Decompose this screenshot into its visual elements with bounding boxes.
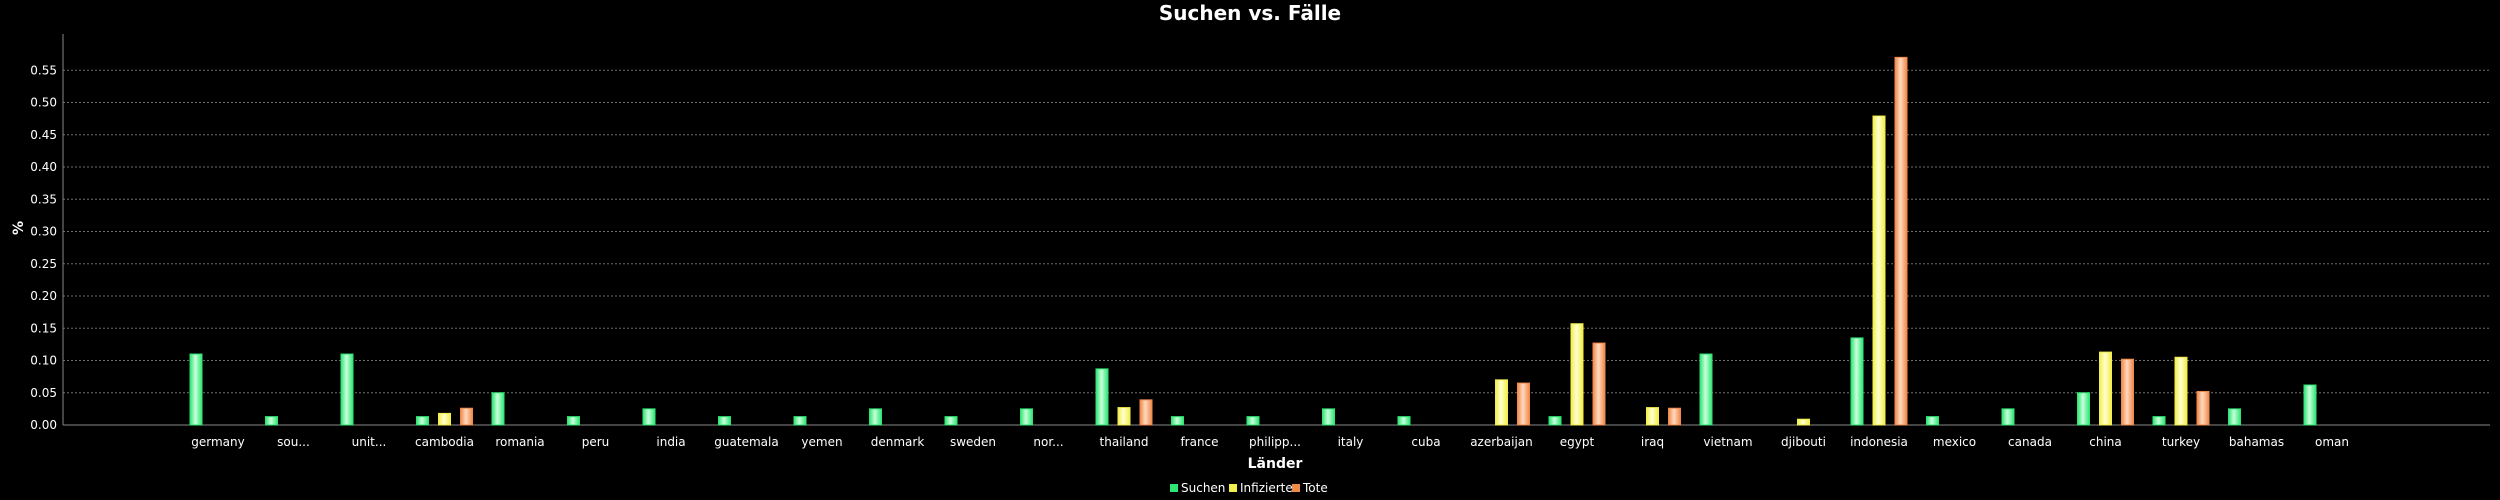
bar-suchen-germany [189, 353, 203, 426]
bar-suchen-sweden [944, 416, 958, 426]
x-tick-label: thailand [1100, 435, 1149, 449]
x-tick-label: china [2089, 435, 2122, 449]
bar-tote-china [2121, 358, 2134, 426]
y-tick-label: 0.55 [30, 63, 57, 77]
chart-title: Suchen vs. Fälle [1159, 1, 1341, 25]
x-tick-label: djibouti [1781, 435, 1826, 449]
x-tick-label: turkey [2162, 435, 2200, 449]
x-tick-label: sou... [277, 435, 310, 449]
bar-infizierte-thailand [1117, 407, 1131, 426]
x-tick-label: azerbaijan [1470, 435, 1533, 449]
legend-label: Tote [1302, 481, 1328, 495]
x-tick-label: germany [191, 435, 244, 449]
bar-suchen-unit [340, 353, 354, 426]
bar-tote-thailand [1139, 399, 1153, 426]
bar-suchen-philipp [1246, 416, 1260, 426]
bar-infizierte-turkey [2174, 356, 2188, 426]
bar-suchen-canada [2001, 408, 2015, 426]
bar-infizierte-azerbaijan [1495, 379, 1508, 426]
legend-swatch [1229, 484, 1237, 492]
bar-suchen-india [642, 408, 656, 426]
y-tick-label: 0.00 [30, 418, 57, 432]
bar-suchen-bahamas [2228, 408, 2241, 426]
x-tick-label: peru [582, 435, 610, 449]
x-tick-label: indonesia [1850, 435, 1908, 449]
legend-swatch [1170, 484, 1178, 492]
bar-infizierte-egypt [1570, 323, 1584, 426]
x-tick-label: bahamas [2229, 435, 2284, 449]
bar-tote-cambodia [460, 407, 473, 426]
x-tick-label: guatemala [714, 435, 778, 449]
x-tick-label: mexico [1933, 435, 1976, 449]
bar-tote-turkey [2196, 390, 2210, 426]
bar-suchen-france [1171, 416, 1184, 426]
bars [189, 56, 2317, 426]
bar-suchen-thailand [1095, 368, 1109, 426]
bar-suchen-turkey [2152, 416, 2166, 426]
tick-labels: 0.00 0.05 0.10 0.15 0.20 0.25 0.30 0.35 0.40 0.45… [30, 63, 2349, 449]
x-tick-label: romania [495, 435, 544, 449]
x-tick-label: philipp... [1249, 435, 1301, 449]
bar-suchen-italy [1322, 408, 1335, 426]
bar-suchen-guatemala [718, 416, 731, 426]
bar-tote-indonesia [1894, 56, 1908, 426]
y-tick-label: 0.25 [30, 257, 57, 271]
bar-tote-azerbaijan [1517, 382, 1530, 426]
x-tick-label: egypt [1560, 435, 1595, 449]
legend-swatch [1292, 484, 1300, 492]
legend-label: Suchen [1181, 481, 1225, 495]
bar-suchen-cuba [1397, 416, 1411, 426]
x-tick-label: yemen [801, 435, 842, 449]
bar-infizierte-indonesia [1872, 115, 1886, 426]
x-tick-label: italy [1338, 435, 1364, 449]
x-tick-label: cambodia [415, 435, 474, 449]
x-axis-label: Länder [1248, 456, 1303, 472]
x-tick-label: nor... [1033, 435, 1063, 449]
bar-suchen-cambodia [416, 416, 429, 426]
x-tick-label: cuba [1411, 435, 1440, 449]
x-tick-label: france [1180, 435, 1218, 449]
y-tick-label: 0.15 [30, 321, 57, 335]
bar-suchen-romania [491, 392, 505, 426]
y-tick-label: 0.40 [30, 160, 57, 174]
bar-infizierte-djibouti [1797, 418, 1810, 426]
y-tick-label: 0.45 [30, 128, 57, 142]
bar-suchen-denmark [869, 408, 882, 426]
bar-suchen-nor [1020, 408, 1033, 426]
bar-tote-egypt [1592, 342, 1606, 426]
bar-suchen-egypt [1548, 416, 1562, 426]
bar-infizierte-china [2099, 351, 2112, 426]
bar-suchen-indonesia [1850, 337, 1864, 426]
y-tick-label: 0.20 [30, 289, 57, 303]
y-tick-label: 0.10 [30, 354, 57, 368]
bar-suchen-vietnam [1699, 353, 1713, 426]
y-tick-label: 0.50 [30, 96, 57, 110]
legend: Suchen Infizierte Tote [1170, 481, 1328, 495]
y-tick-label: 0.05 [30, 386, 57, 400]
bar-infizierte-iraq [1646, 407, 1659, 426]
y-tick-label: 0.30 [30, 225, 57, 239]
bar-tote-iraq [1668, 407, 1681, 426]
bar-infizierte-cambodia [438, 412, 451, 426]
x-tick-label: denmark [871, 435, 925, 449]
bar-suchen-peru [567, 416, 580, 426]
x-tick-label: unit... [352, 435, 387, 449]
x-tick-label: vietnam [1703, 435, 1752, 449]
bar-suchen-china [2077, 392, 2090, 426]
bar-suchen-oman [2303, 384, 2317, 426]
x-tick-label: canada [2008, 435, 2052, 449]
y-axis-label: % [11, 221, 27, 235]
bar-suchen-mexico [1926, 416, 1939, 426]
y-tick-label: 0.35 [30, 192, 57, 206]
legend-label: Infizierte [1240, 481, 1293, 495]
bar-suchen-sou [265, 416, 278, 426]
x-tick-label: india [656, 435, 685, 449]
x-tick-label: sweden [950, 435, 996, 449]
x-tick-label: oman [2315, 435, 2349, 449]
bar-suchen-yemen [793, 416, 807, 426]
x-tick-label: iraq [1641, 435, 1664, 449]
